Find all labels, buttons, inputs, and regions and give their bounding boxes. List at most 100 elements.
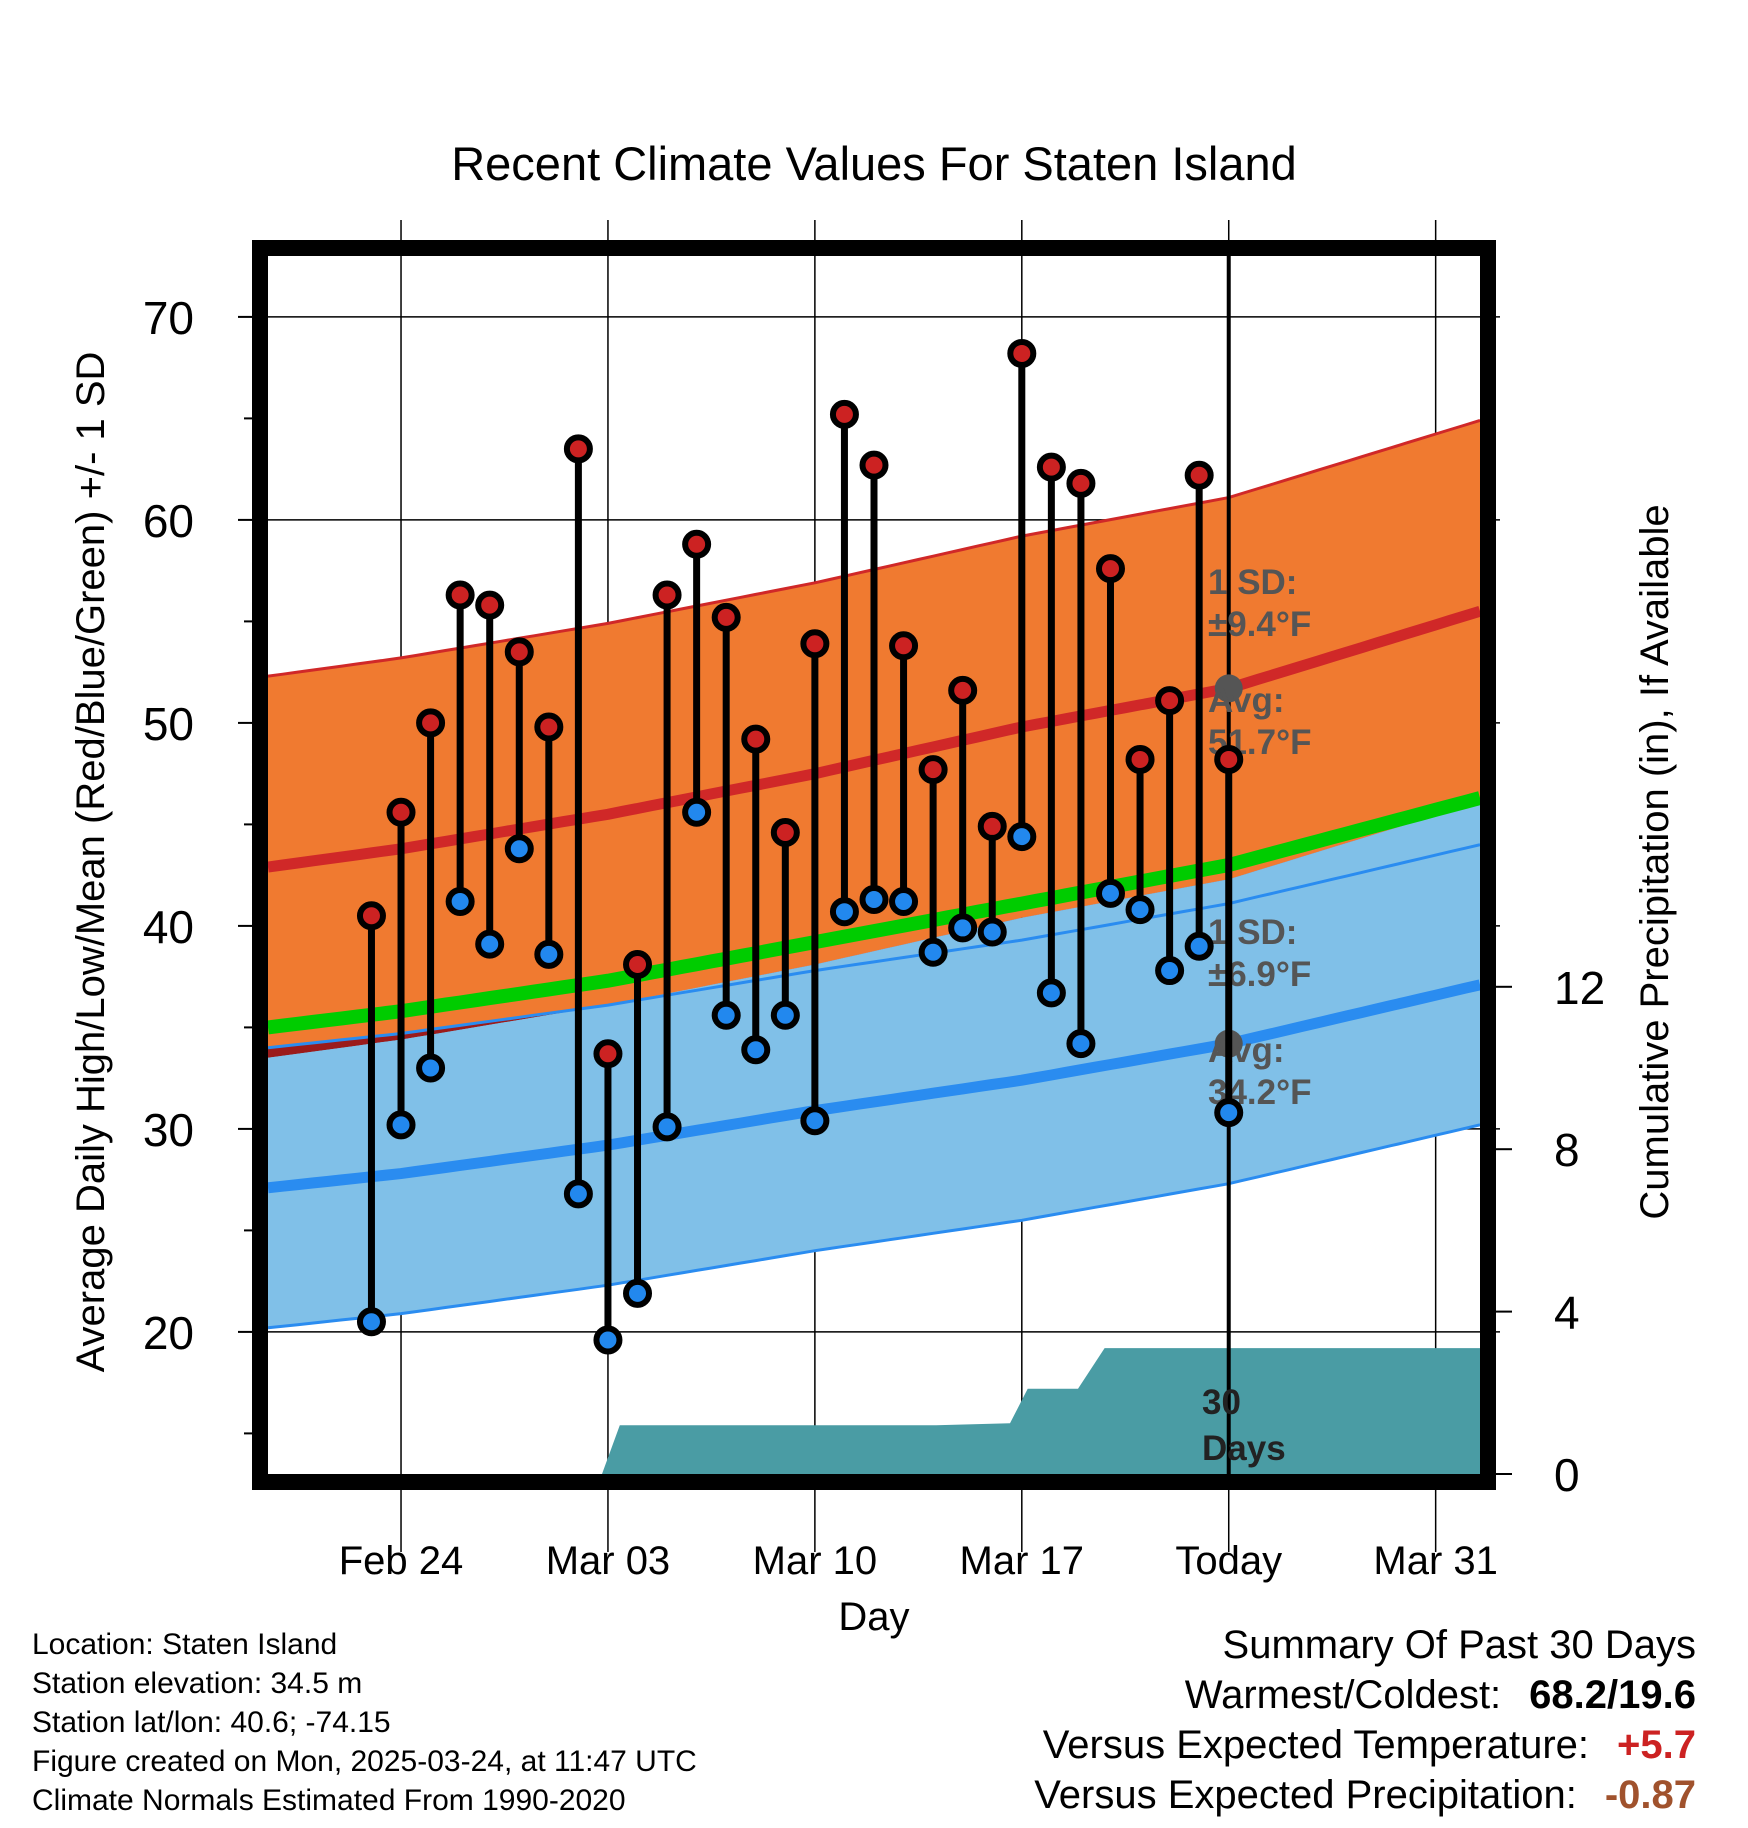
y2-tick-label: 12 (1554, 962, 1605, 1014)
daily-low-point (889, 887, 919, 917)
daily-high-point (1125, 744, 1155, 774)
today-high-avg-marker (1214, 674, 1243, 703)
daily-low-point (1036, 978, 1066, 1008)
y-axis-label: Average Daily High/Low/Mean (Red/Blue/Gr… (69, 352, 113, 1373)
y-tick-label: 20 (143, 1307, 194, 1359)
high-sd-value: ±9.4°F (1208, 605, 1311, 644)
days-label-count: 30 (1202, 1383, 1241, 1422)
x-tick-label: Mar 17 (960, 1539, 1085, 1583)
high-avg-label: Avg: (1208, 681, 1284, 720)
daily-low-point (1155, 956, 1185, 986)
daily-low-point (859, 885, 889, 915)
daily-low-point (682, 797, 712, 827)
summary-warm-cold: Warmest/Coldest: 68.2/19.6 (1034, 1670, 1696, 1720)
daily-high-point (800, 629, 830, 659)
daily-high-point (889, 631, 919, 661)
daily-low-point (1066, 1029, 1096, 1059)
warm-cold-value: 68.2/19.6 (1529, 1673, 1696, 1717)
daily-high-point (741, 724, 771, 754)
normals-period: Climate Normals Estimated From 1990-2020 (32, 1784, 626, 1817)
daily-high-point (682, 529, 712, 559)
daily-low-point (356, 1307, 386, 1337)
daily-low-point (1125, 895, 1155, 925)
precip-cumulative-area (602, 1348, 1480, 1474)
y2-tick-label: 0 (1554, 1449, 1580, 1501)
station-elevation: Station elevation: 34.5 m (32, 1667, 363, 1700)
daily-high-point (1214, 744, 1244, 774)
daily-low-point (386, 1110, 416, 1140)
daily-low-point (445, 887, 475, 917)
x-tick-label: Mar 10 (753, 1539, 878, 1583)
x-tick-label: Mar 03 (546, 1539, 671, 1583)
daily-high-point (593, 1039, 623, 1069)
daily-high-point (1007, 338, 1037, 368)
x-axis-label: Day (838, 1595, 909, 1639)
daily-low-point (623, 1278, 653, 1308)
daily-high-point (1184, 460, 1214, 490)
daily-high-point (977, 811, 1007, 841)
daily-high-point (504, 637, 534, 667)
daily-high-point (563, 434, 593, 464)
daily-low-point (652, 1112, 682, 1142)
y-tick-label: 70 (143, 292, 194, 344)
daily-low-point (918, 937, 948, 967)
daily-high-point (918, 755, 948, 785)
daily-high-point (1095, 554, 1125, 584)
daily-low-point (593, 1325, 623, 1355)
warm-cold-label: Warmest/Coldest: (1184, 1673, 1502, 1717)
axes: 20 30 40 50 60 70 0 4 8 12 Feb 24 Mar 03 Mar 10 Mar 1… (143, 292, 1605, 1583)
daily-low-point (829, 897, 859, 927)
daily-high-point (534, 712, 564, 742)
low-avg-label: Avg: (1208, 1031, 1284, 1070)
precipitation-area (602, 1348, 1480, 1474)
daily-low-point (948, 913, 978, 943)
daily-high-point (623, 949, 653, 979)
x-tick-label: Today (1175, 1539, 1282, 1583)
daily-high-point (1155, 686, 1185, 716)
daily-low-point (534, 939, 564, 969)
daily-low-point (1214, 1098, 1244, 1128)
summary-temperature: Versus Expected Temperature: +5.7 (1034, 1720, 1696, 1770)
station-latlon: Station lat/lon: 40.6; -74.15 (32, 1706, 391, 1739)
daily-high-point (770, 818, 800, 848)
daily-low-point (563, 1179, 593, 1209)
x-tick-label: Feb 24 (339, 1539, 464, 1583)
daily-low-point (1007, 822, 1037, 852)
daily-low-point (977, 917, 1007, 947)
y2-tick-label: 8 (1554, 1124, 1580, 1176)
station-location: Location: Staten Island (32, 1628, 338, 1661)
daily-high-point (859, 450, 889, 480)
daily-high-point (1036, 452, 1066, 482)
y2-tick-label: 4 (1554, 1287, 1580, 1339)
daily-low-point (741, 1035, 771, 1065)
y-tick-label: 30 (143, 1104, 194, 1156)
daily-high-point (711, 602, 741, 632)
high-sd-label: 1 SD: (1208, 563, 1297, 602)
daily-high-point (475, 590, 505, 620)
station-info: Location: Staten Island Station elevatio… (32, 1625, 697, 1820)
y2-axis-label: Cumulative Precipitation (in), If Availa… (1633, 504, 1677, 1219)
daily-high-point (829, 399, 859, 429)
daily-low-point (770, 1000, 800, 1030)
daily-high-point (356, 901, 386, 931)
low-sd-value: ±6.9°F (1208, 955, 1311, 994)
y-tick-label: 40 (143, 901, 194, 953)
daily-high-point (1066, 468, 1096, 498)
low-sd-lower-edge (268, 1123, 1480, 1330)
daily-high-point (416, 708, 446, 738)
days-label-word: Days (1202, 1429, 1286, 1468)
plot-frame (252, 240, 1496, 1490)
daily-high-point (652, 580, 682, 610)
daily-low-point (1184, 931, 1214, 961)
daily-high-point (445, 580, 475, 610)
daily-low-point (416, 1053, 446, 1083)
low-sd-label: 1 SD: (1208, 913, 1297, 952)
daily-low-point (504, 834, 534, 864)
y-tick-label: 50 (143, 698, 194, 750)
y-tick-label: 60 (143, 495, 194, 547)
mean-avg-line (268, 791, 1480, 1035)
daily-low-point (1095, 878, 1125, 908)
low-avg-line (268, 979, 1480, 1194)
summary-precipitation: Versus Expected Precipitation: -0.87 (1034, 1770, 1696, 1820)
